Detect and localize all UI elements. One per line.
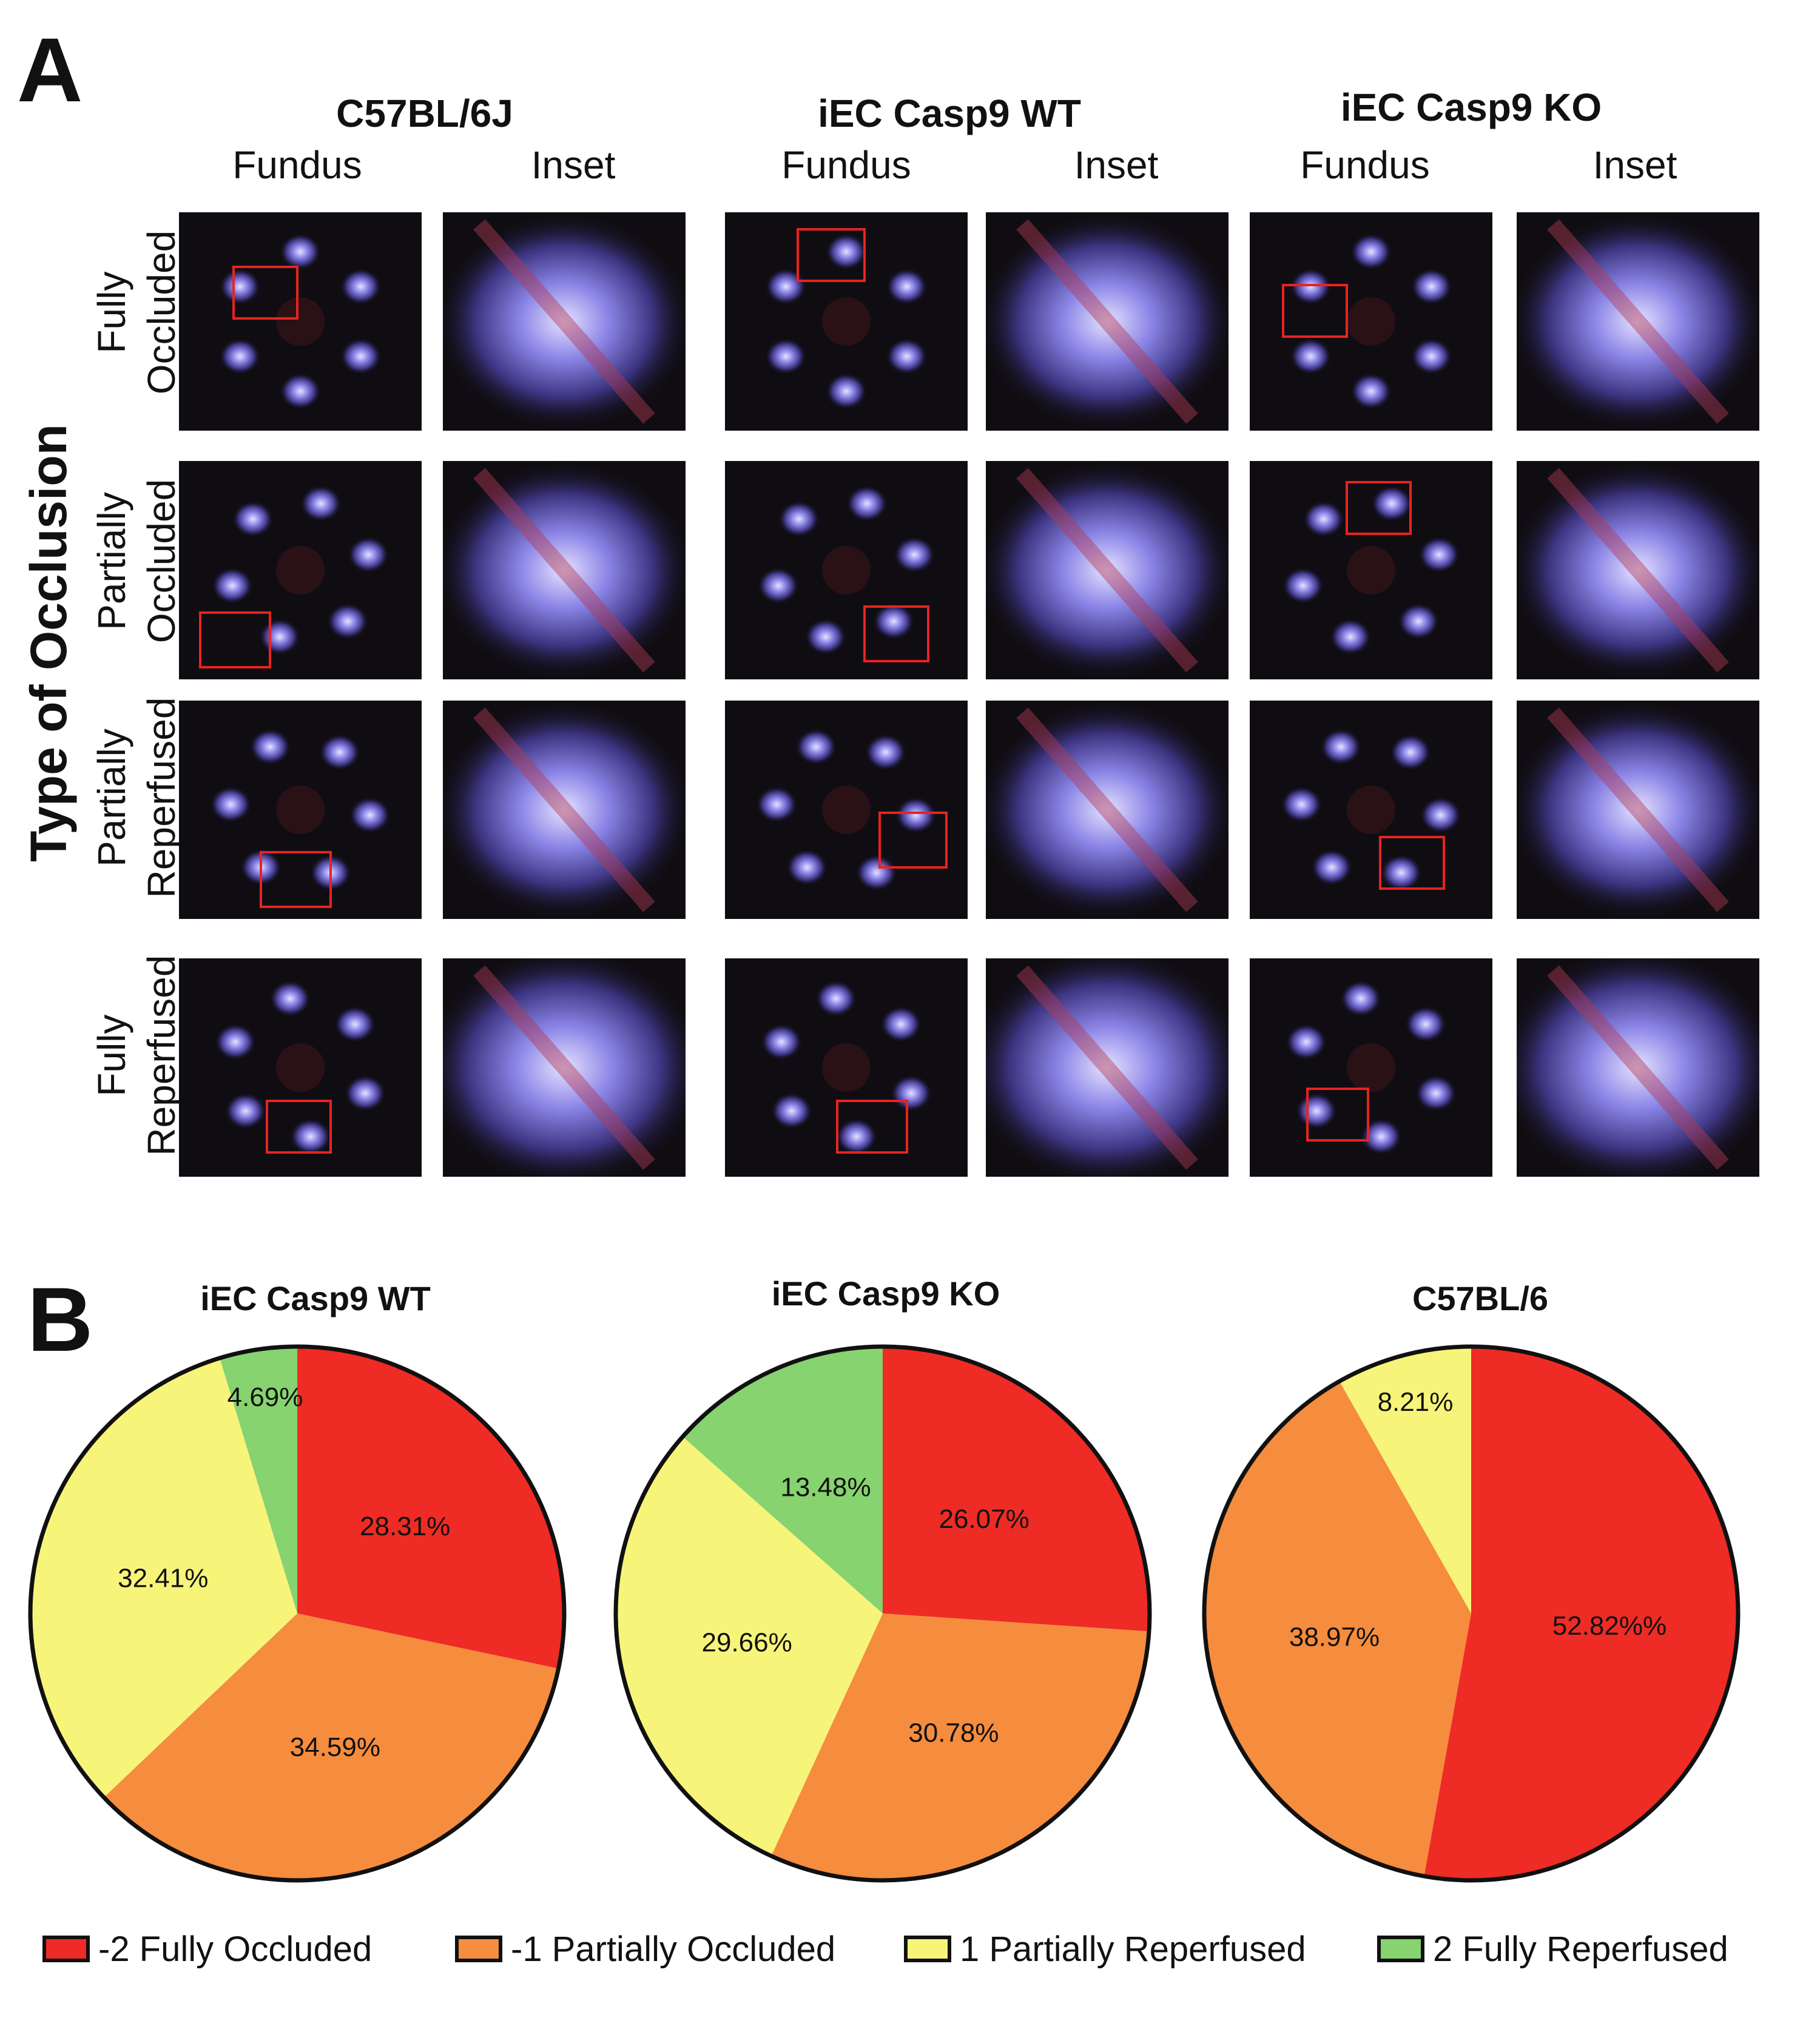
- pie-label-partially-reperfused: 8.21%: [1378, 1387, 1454, 1417]
- inset-image-c57bl6j-partially-occluded: [443, 461, 686, 679]
- pie-chart-c57bl6: 52.82%% 38.97% 8.21%: [1202, 1344, 1741, 1883]
- group-title-c57bl6j: C57BL/6J: [336, 92, 513, 135]
- pie-label-partially-occluded: 38.97%: [1289, 1623, 1380, 1652]
- row-label-line1: Partially: [90, 728, 133, 867]
- pie-label-partially-reperfused: 29.66%: [702, 1627, 792, 1657]
- legend-swatch: [1377, 1936, 1424, 1962]
- inset-image-casp9-ko-partially-occluded: [1517, 461, 1759, 679]
- pie-label-partially-reperfused: 32.41%: [118, 1564, 208, 1593]
- pie-title-c57bl6: C57BL/6: [1412, 1279, 1549, 1317]
- pie-slice-partially-occluded: [771, 1613, 1150, 1880]
- fundus-image-casp9-wt-partially-reperfused: [725, 701, 968, 919]
- inset-image-casp9-wt-fully-reperfused: [986, 958, 1228, 1177]
- pie-slice-fully-occluded: [297, 1347, 565, 1669]
- legend: -2 Fully Occluded -1 Partially Occluded …: [42, 1922, 1802, 1976]
- legend-item-partially-reperfused: 1 Partially Reperfused: [904, 1922, 1306, 1976]
- group-title-casp9-wt: iEC Casp9 WT: [818, 92, 1081, 135]
- fundus-image-c57bl6j-partially-occluded: [179, 461, 422, 679]
- legend-label: -1 Partially Occluded: [511, 1929, 836, 1969]
- inset-image-casp9-wt-partially-occluded: [986, 461, 1228, 679]
- pie-title-casp9-wt: iEC Casp9 WT: [200, 1279, 431, 1317]
- pie-chart-casp9-ko: 26.07% 30.78% 29.66% 13.48%: [613, 1344, 1152, 1883]
- y-axis-title: Type of Occlusion: [19, 424, 77, 862]
- pie-chart-casp9-wt: 28.31% 34.59% 32.41% 4.69%: [28, 1344, 567, 1883]
- inset-image-c57bl6j-fully-occluded: [443, 212, 686, 431]
- pie-slice-fully-occluded: [883, 1347, 1150, 1632]
- col-label-inset-1: Inset: [531, 143, 616, 187]
- inset-image-casp9-wt-partially-reperfused: [986, 701, 1228, 919]
- col-label-fundus-2: Fundus: [781, 143, 911, 187]
- inset-image-c57bl6j-partially-reperfused: [443, 701, 686, 919]
- pie-slice-partially-reperfused: [1339, 1347, 1471, 1613]
- pie-slice-partially-reperfused: [615, 1436, 883, 1856]
- pie-slice-fully-occluded: [1424, 1347, 1739, 1880]
- pie-label-partially-occluded: 34.59%: [290, 1732, 380, 1762]
- fundus-image-casp9-wt-partially-occluded: [725, 461, 968, 679]
- inset-image-casp9-ko-partially-reperfused: [1517, 701, 1759, 919]
- row-label-line1: Partially: [90, 492, 133, 630]
- legend-label: 2 Fully Reperfused: [1433, 1929, 1728, 1969]
- fundus-image-casp9-wt-fully-reperfused: [725, 958, 968, 1177]
- panel-a-letter: A: [17, 19, 83, 121]
- pie-label-fully-occluded: 28.31%: [360, 1512, 450, 1541]
- pie-slice-fully-reperfused: [682, 1347, 883, 1613]
- col-label-inset-3: Inset: [1592, 143, 1677, 187]
- inset-image-casp9-wt-fully-occluded: [986, 212, 1228, 431]
- legend-item-partially-occluded: -1 Partially Occluded: [455, 1922, 835, 1976]
- legend-swatch: [455, 1936, 502, 1962]
- legend-swatch: [42, 1936, 90, 1962]
- pie-label-fully-reperfused: 13.48%: [780, 1472, 871, 1502]
- col-label-inset-2: Inset: [1074, 143, 1159, 187]
- fundus-image-c57bl6j-partially-reperfused: [179, 701, 422, 919]
- pie-slice-partially-reperfused: [30, 1357, 298, 1798]
- fundus-image-c57bl6j-fully-occluded: [179, 212, 422, 431]
- group-title-casp9-ko: iEC Casp9 KO: [1340, 86, 1602, 129]
- pie-outline: [1202, 1344, 1741, 1883]
- col-label-fundus-3: Fundus: [1300, 143, 1430, 187]
- inset-image-c57bl6j-fully-reperfused: [443, 958, 686, 1177]
- fundus-image-casp9-ko-partially-occluded: [1250, 461, 1492, 679]
- pie-slice-partially-occluded: [1204, 1381, 1471, 1877]
- legend-label: 1 Partially Reperfused: [960, 1929, 1306, 1969]
- pie-label-partially-occluded: 30.78%: [908, 1718, 999, 1748]
- col-label-fundus-1: Fundus: [232, 143, 362, 187]
- pie-slice-partially-occluded: [104, 1613, 559, 1880]
- row-label-line1: Fully: [90, 1014, 133, 1097]
- pie-outline: [613, 1344, 1152, 1883]
- inset-image-casp9-ko-fully-occluded: [1517, 212, 1759, 431]
- fundus-image-casp9-wt-fully-occluded: [725, 212, 968, 431]
- pie-outline: [28, 1344, 567, 1883]
- row-label-line1: Fully: [90, 271, 133, 354]
- pie-slice-fully-reperfused: [220, 1347, 297, 1613]
- legend-label: -2 Fully Occluded: [98, 1929, 372, 1969]
- fundus-image-casp9-ko-partially-reperfused: [1250, 701, 1492, 919]
- legend-item-fully-occluded: -2 Fully Occluded: [42, 1922, 372, 1976]
- fundus-image-casp9-ko-fully-occluded: [1250, 212, 1492, 431]
- fundus-image-c57bl6j-fully-reperfused: [179, 958, 422, 1177]
- fundus-image-casp9-ko-fully-reperfused: [1250, 958, 1492, 1177]
- panel-b-letter: B: [27, 1268, 93, 1370]
- pie-label-fully-occluded: 26.07%: [939, 1504, 1030, 1534]
- inset-image-casp9-ko-fully-reperfused: [1517, 958, 1759, 1177]
- pie-label-fully-reperfused: 4.69%: [228, 1382, 303, 1412]
- pie-label-fully-occluded: 52.82%%: [1552, 1611, 1667, 1641]
- legend-swatch: [904, 1936, 951, 1962]
- pie-title-casp9-ko: iEC Casp9 KO: [771, 1274, 1000, 1313]
- legend-item-fully-reperfused: 2 Fully Reperfused: [1377, 1922, 1728, 1976]
